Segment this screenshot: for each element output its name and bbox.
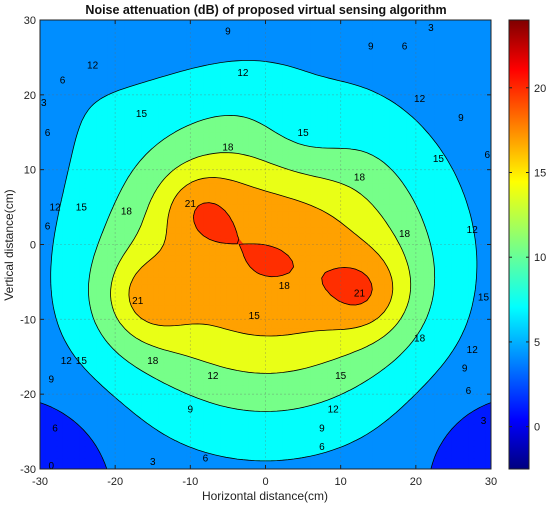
contour-label: 6 (60, 75, 66, 86)
contour-label: 18 (354, 173, 366, 184)
contour-label: 12 (237, 68, 249, 79)
contour-label: 6 (52, 423, 58, 434)
contour-label: 12 (467, 345, 479, 356)
contour-label: 15 (298, 128, 310, 139)
contour-label: 3 (481, 416, 487, 427)
colorbar-tick-label: 15 (534, 167, 546, 179)
colorbar-ticks: 0 5 10 15 20 (509, 83, 546, 434)
contour-label: 9 (188, 405, 194, 416)
contour-label: 18 (147, 356, 159, 367)
y-tick-label: -30 (20, 464, 36, 476)
chart-title: Noise attenuation (dB) of proposed virtu… (85, 3, 446, 17)
contour-label: 15 (76, 356, 88, 367)
colorbar-tick-label: 0 (534, 422, 540, 434)
x-tick-label: -10 (182, 476, 198, 488)
contour-line-9 (88, 115, 436, 412)
contour-label: 6 (45, 221, 51, 232)
contour-label: 12 (207, 371, 219, 382)
contour-label: 12 (328, 405, 340, 416)
contour-label: 3 (41, 98, 47, 109)
contour-label: 9 (368, 42, 374, 53)
contour-label: 15 (249, 311, 261, 322)
contour-label: 6 (466, 386, 472, 397)
contour-label: 12 (87, 60, 99, 71)
colorbar-gradient (508, 19, 530, 470)
contour-labels: 99 63612121239151566181518211815121218618… (41, 23, 490, 472)
contour-label: 18 (121, 206, 133, 217)
contour-label: 15 (335, 371, 347, 382)
contour-bands (40, 20, 491, 469)
contour-label: 6 (45, 128, 51, 139)
contour-label: 18 (414, 334, 426, 345)
contour-label: 6 (203, 453, 209, 464)
x-axis-ticks: -30 -20 -10 0 10 20 30 (32, 20, 497, 488)
contour-label: 6 (484, 150, 490, 161)
contour-label: 12 (61, 356, 73, 367)
x-axis-label: Horizontal distance(cm) (202, 489, 328, 503)
plot-area: 99 63612121239151566181518211815121218618… (39, 19, 492, 472)
contour-label: 15 (76, 203, 88, 214)
y-tick-label: 30 (24, 15, 36, 27)
contour-label: 9 (319, 423, 325, 434)
contour-label: 12 (467, 225, 479, 236)
contour-label: 3 (428, 23, 434, 34)
contour-label: 12 (414, 94, 426, 105)
contour-label: 9 (48, 375, 54, 386)
contour-label: 9 (458, 113, 464, 124)
contour-label: 18 (279, 281, 291, 292)
contour-line-3 (40, 402, 491, 469)
y-tick-label: -20 (20, 389, 36, 401)
y-tick-label: 10 (24, 165, 36, 177)
contour-label: 15 (478, 292, 490, 303)
contour-label: 21 (132, 296, 144, 307)
grid-lines (40, 20, 491, 469)
x-tick-label: 30 (485, 476, 497, 488)
contour-label: 6 (319, 442, 325, 453)
colorbar-tick-label: 20 (534, 83, 546, 95)
contour-label: 15 (136, 109, 148, 120)
contour-line-12 (110, 152, 412, 374)
colorbar-tick-label: 5 (534, 337, 540, 349)
contour-line-15 (128, 177, 394, 337)
contour-label: 12 (49, 203, 61, 214)
y-tick-label: 20 (24, 90, 36, 102)
x-tick-label: 10 (335, 476, 347, 488)
contour-label: 15 (433, 154, 445, 165)
x-tick-label: -20 (107, 476, 123, 488)
y-tick-label: 0 (30, 240, 36, 252)
contour-label: 18 (222, 143, 234, 154)
colorbar-tick-label: 10 (534, 252, 546, 264)
colorbar: 0 5 10 15 20 (508, 19, 546, 470)
contour-line-18 (193, 202, 373, 306)
contour-label: 9 (225, 27, 231, 38)
y-axis-label: Vertical distance(cm) (2, 189, 16, 300)
contour-line-6 (50, 60, 478, 462)
contour-label: 18 (399, 229, 411, 240)
contour-label: 6 (402, 42, 408, 53)
contour-label: 21 (185, 199, 197, 210)
contour-label: 3 (150, 457, 156, 468)
x-tick-label: 0 (262, 476, 268, 488)
contour-label: 21 (354, 289, 366, 300)
contour-label: 0 (48, 461, 54, 472)
y-tick-label: -10 (20, 314, 36, 326)
contour-label: 9 (462, 363, 468, 374)
x-tick-label: -30 (32, 476, 48, 488)
x-tick-label: 20 (410, 476, 422, 488)
